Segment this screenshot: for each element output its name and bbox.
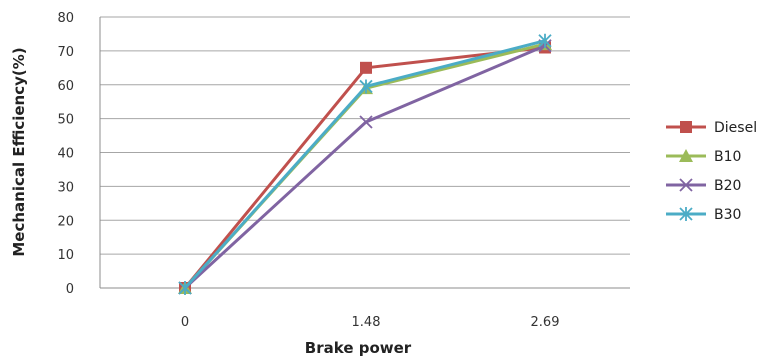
- y-tick-labels: 0 10 20 30 40 50 60 70 80: [57, 11, 74, 297]
- x-tick-label: 0: [181, 315, 189, 330]
- legend-item: B20: [666, 178, 741, 194]
- x-tick-label: 2.69: [531, 315, 560, 330]
- legend-item: B10: [666, 149, 741, 165]
- legend-item: B30: [666, 207, 741, 223]
- y-tick-label: 20: [57, 214, 74, 229]
- series-group: [178, 33, 552, 295]
- y-tick-label: 70: [57, 45, 74, 60]
- y-tick-label: 40: [57, 147, 74, 162]
- data-point: [679, 149, 693, 162]
- legend-label: B10: [714, 149, 741, 165]
- y-tick-label: 60: [57, 79, 74, 94]
- legend-item: Diesel: [666, 120, 757, 136]
- y-tick-label: 0: [66, 282, 74, 297]
- y-tick-label: 80: [57, 11, 74, 26]
- series-b20: [178, 39, 552, 295]
- data-point: [538, 33, 552, 48]
- y-tick-label: 10: [57, 248, 74, 263]
- x-tick-label: 1.48: [352, 315, 381, 330]
- series-line: [183, 42, 546, 290]
- series-diesel: [179, 41, 551, 294]
- data-point: [680, 121, 692, 133]
- series-b30: [178, 33, 552, 295]
- legend: Diesel B10 B20 B30: [666, 120, 757, 223]
- legend-label: B30: [714, 207, 741, 223]
- data-point: [178, 281, 192, 295]
- y-tick-label: 50: [57, 113, 74, 128]
- series-line: [183, 44, 546, 290]
- series-line: [183, 39, 546, 290]
- y-tick-label: 30: [57, 180, 74, 195]
- legend-label: B20: [714, 178, 741, 194]
- x-tick-labels: 0 1.48 2.69: [181, 315, 560, 330]
- data-point: [359, 115, 373, 129]
- y-axis-title: Mechanical Efficiency(%): [10, 47, 28, 256]
- legend-label: Diesel: [714, 120, 757, 136]
- series-b10: [178, 37, 552, 294]
- x-axis-title: Brake power: [305, 339, 412, 356]
- data-point: [360, 61, 372, 74]
- data-point: [359, 79, 373, 94]
- data-point: [679, 178, 693, 192]
- data-point: [679, 207, 693, 221]
